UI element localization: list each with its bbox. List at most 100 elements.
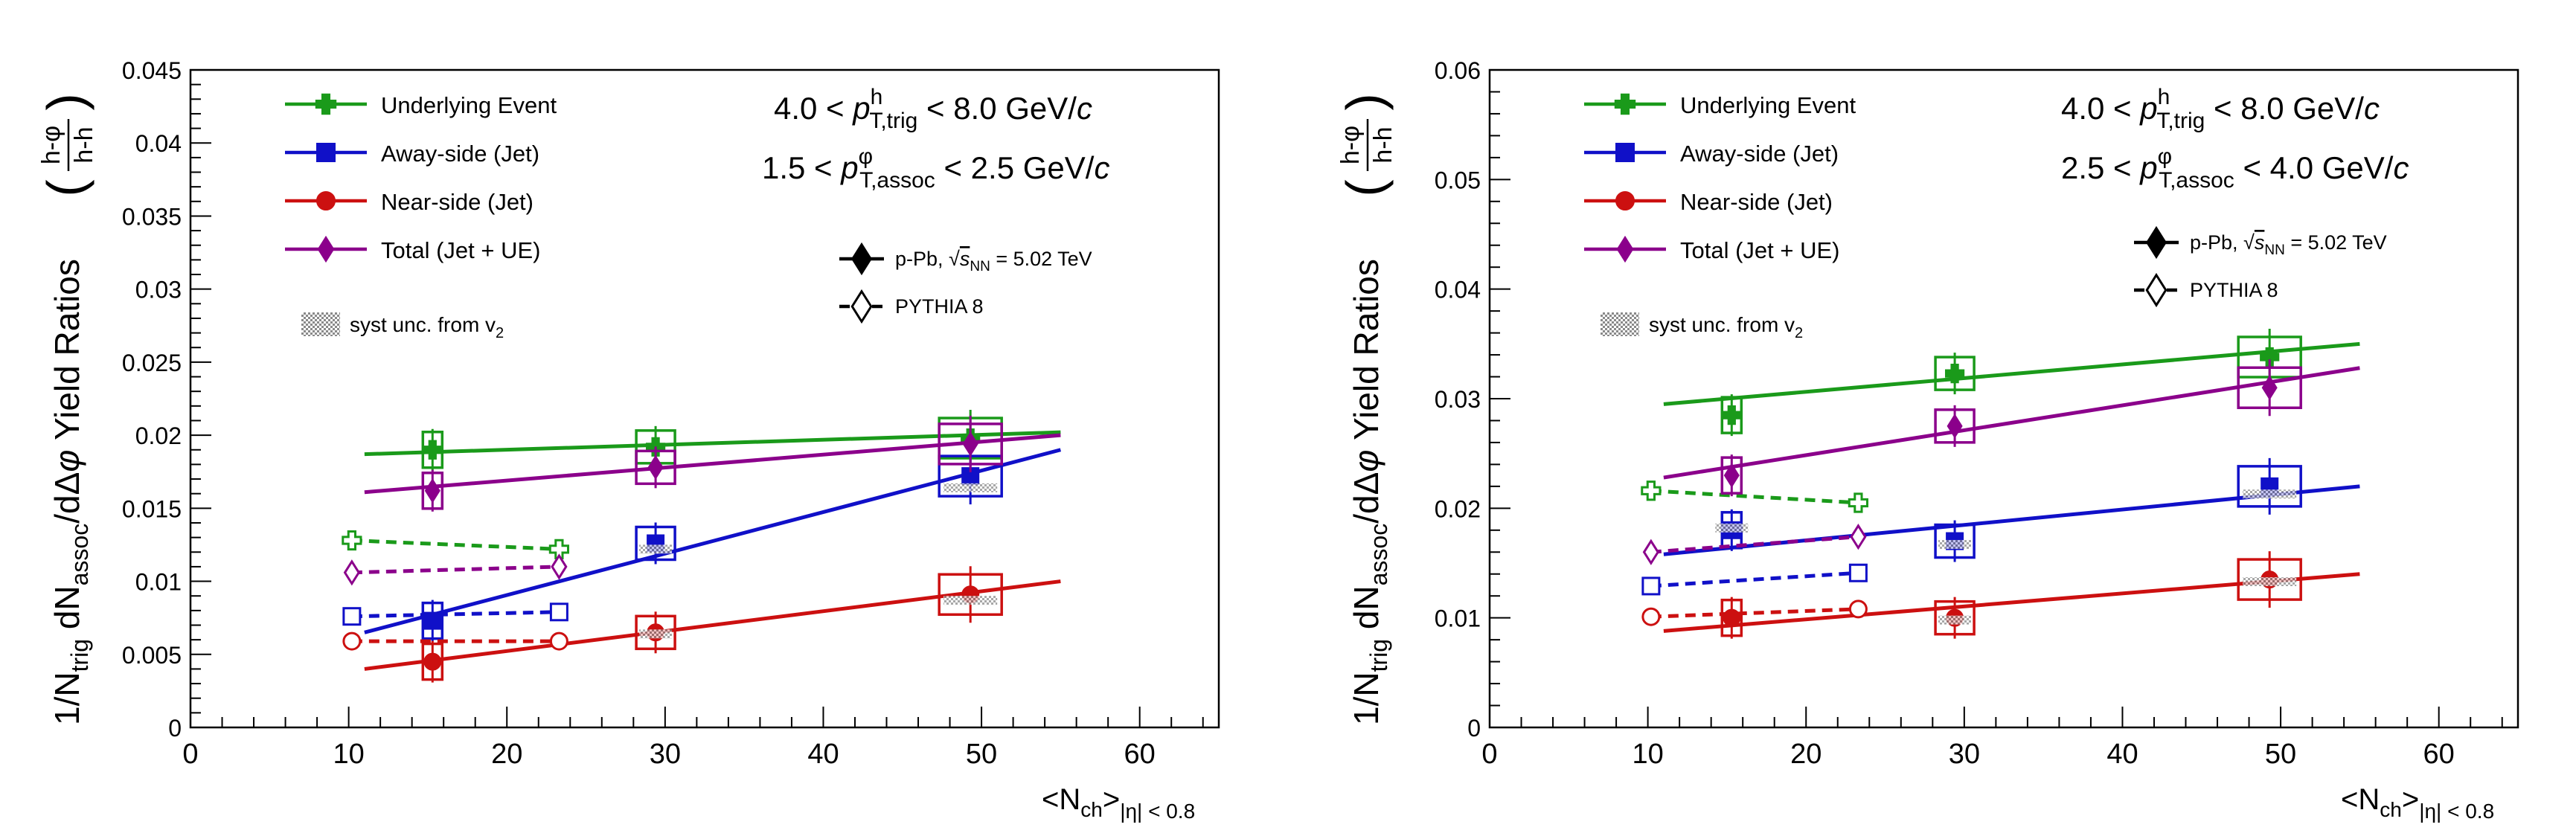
pythia-line: [351, 610, 560, 619]
data-point: [647, 454, 664, 480]
pythia-point: [551, 553, 568, 580]
syst-v2-band: [1938, 539, 1972, 549]
pythia-line: [351, 539, 560, 551]
pythia-point: [1850, 523, 1867, 550]
legend-marker: [850, 289, 873, 324]
legend-marker: [315, 93, 337, 115]
syst-v2-band: [943, 483, 998, 492]
legend-marker: [1614, 93, 1636, 115]
syst-v2-band: [2243, 577, 2297, 587]
legend-marker: [2145, 272, 2168, 308]
data-point: [1722, 405, 1742, 425]
ratio-denominator: h-h: [70, 126, 98, 163]
y-tick-label: 0.045: [122, 57, 182, 84]
legend-marker: [1615, 143, 1635, 162]
legend-label: Underlying Event: [1680, 92, 1856, 118]
syst-v2-band: [2243, 489, 2297, 499]
y-axis-title: 1/Ntrig dNassoc/dΔφ Yield Ratios h-φ h-h (): [1336, 93, 1397, 725]
kinematics-label: 2.5 < pφ T,assoc < 4.0 GeV/c: [2061, 144, 2409, 193]
y-tick-label: 0.025: [122, 350, 182, 376]
ratio-numerator: h-φ: [37, 126, 65, 164]
kinematics-label: 1.5 < pφ T,assoc < 2.5 GeV/c: [762, 144, 1109, 193]
pythia-line: [1650, 570, 1859, 588]
syst-legend-label: syst unc. from v2: [1649, 313, 1803, 341]
pythia-point: [548, 539, 569, 559]
kinematics-label: 4.0 < ph T,trig < 8.0 GeV/c: [2061, 85, 2380, 133]
y-tick-label: 0.01: [1435, 605, 1481, 632]
legend-marker: [316, 143, 336, 162]
x-tick-label: 30: [1949, 739, 1980, 770]
y-axis-title-text: 1/Ntrig dNassoc/dΔφ Yield Ratios: [1347, 259, 1392, 725]
x-tick-label: 0: [182, 739, 198, 770]
legend-label: Underlying Event: [381, 92, 557, 118]
x-tick-label: 10: [1632, 739, 1663, 770]
data-point: [1723, 463, 1740, 488]
legend-marker: [2146, 225, 2167, 260]
pythia-point: [1848, 492, 1868, 513]
data-point: [424, 478, 440, 504]
data-point: [2261, 375, 2278, 400]
x-tick-label: 0: [1481, 739, 1497, 770]
ratio-paren-right: ): [36, 93, 94, 110]
y-tick-label: 0.02: [135, 422, 182, 449]
pythia-line: [1650, 535, 1859, 554]
x-axis-title: <Nch>|η| < 0.8: [2341, 783, 2494, 823]
chart-panel-right: 0 10 20 30 40 50 60 0 0.01 0.02 0.03 0.04 0.05 0.06 <N…: [1336, 57, 2519, 823]
legend-marker: [1615, 191, 1635, 210]
data-point: [2260, 347, 2280, 367]
data-point: [423, 611, 442, 630]
pythia-point: [1641, 576, 1661, 596]
y-tick-label: 0.015: [122, 495, 182, 522]
ratio-paren-left: (: [1336, 179, 1394, 196]
y-tick-label: 0: [168, 715, 182, 742]
kinematics-label: 4.0 < ph T,trig < 8.0 GeV/c: [774, 85, 1092, 133]
legend-label: p-Pb, √sNN = 5.02 TeV: [895, 248, 1092, 274]
pythia-point: [1848, 599, 1868, 619]
x-tick-label: 40: [2106, 739, 2138, 770]
y-tick-label: 0: [1467, 715, 1481, 742]
x-tick-label: 50: [966, 739, 997, 770]
fit-line: [364, 433, 1061, 495]
data-point: [1723, 608, 1741, 627]
y-axis-title: 1/Ntrig dNassoc/dΔφ Yield Ratios h-φ h-h (): [36, 93, 98, 725]
x-tick-label: 60: [1124, 739, 1156, 770]
fit-line: [1663, 341, 2360, 406]
syst-legend-label: syst unc. from v2: [350, 313, 504, 341]
legend-label: PYTHIA 8: [2190, 279, 2278, 301]
y-tick-label: 0.03: [1435, 386, 1481, 413]
x-tick-label: 40: [807, 739, 839, 770]
syst-v2-band: [639, 629, 673, 639]
legend-label: Away-side (Jet): [1680, 141, 1839, 167]
y-tick-label: 0.02: [1435, 495, 1481, 522]
legend-label: p-Pb, √sNN = 5.02 TeV: [2190, 231, 2387, 258]
y-tick-label: 0.04: [135, 130, 182, 157]
pythia-point: [1641, 480, 1662, 501]
x-tick-label: 20: [491, 739, 522, 770]
legend-marker: [1616, 235, 1634, 263]
legend-marker: [317, 235, 335, 263]
pythia-point: [1642, 539, 1659, 565]
data-point: [1947, 414, 1963, 439]
syst-v2-band: [943, 596, 998, 605]
legend-label: Near-side (Jet): [381, 189, 534, 215]
plot-frame: [189, 68, 1220, 729]
syst-v2-band: [1938, 615, 1972, 625]
pythia-point: [549, 602, 568, 622]
ratio-denominator: h-h: [1369, 126, 1397, 163]
legend-label: Away-side (Jet): [381, 141, 539, 167]
pythia-point: [342, 530, 362, 551]
fit-line: [364, 579, 1061, 671]
chart-panel-left: 0 10 20 30 40 50 60 0 0.005 0.01 0.015 0.02 0.025 0.0…: [36, 57, 1220, 823]
fit-line: [1663, 366, 2360, 480]
y-tick-label: 0.035: [122, 203, 182, 230]
y-tick-label: 0.03: [135, 277, 182, 303]
pythia-line: [1650, 607, 1859, 619]
fit-line: [364, 430, 1061, 457]
ratio-paren-left: (: [36, 179, 94, 196]
y-tick-label: 0.04: [1435, 277, 1481, 303]
data-point: [1944, 364, 1965, 384]
ratio-paren-right: ): [1336, 93, 1394, 110]
legend-marker: [851, 242, 872, 276]
pythia-line: [351, 565, 560, 575]
